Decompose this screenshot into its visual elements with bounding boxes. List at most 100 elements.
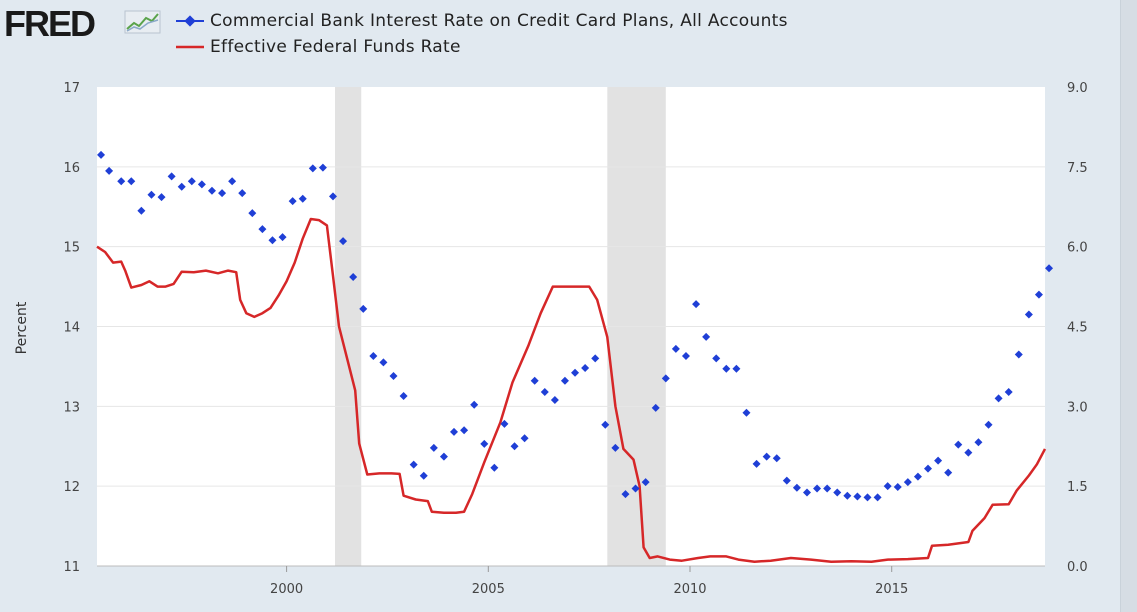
- x-tick-label: 2005: [472, 582, 505, 597]
- data-point-credit-card-rate: [1004, 387, 1013, 396]
- data-point-credit-card-rate: [671, 344, 680, 353]
- data-point-credit-card-rate: [278, 233, 287, 242]
- data-point-credit-card-rate: [399, 391, 408, 400]
- data-point-credit-card-rate: [258, 225, 267, 234]
- legend-item-credit-card-rate[interactable]: Commercial Bank Interest Rate on Credit …: [176, 8, 788, 34]
- data-point-credit-card-rate: [692, 300, 701, 309]
- data-point-credit-card-rate: [157, 193, 166, 202]
- data-point-credit-card-rate: [681, 352, 690, 361]
- data-point-credit-card-rate: [661, 374, 670, 383]
- data-point-credit-card-rate: [409, 460, 418, 469]
- y-tick-label-right: 1.5: [1067, 480, 1088, 495]
- legend: Commercial Bank Interest Rate on Credit …: [176, 8, 788, 60]
- data-point-credit-card-rate: [702, 332, 711, 341]
- data-point-credit-card-rate: [328, 192, 337, 201]
- data-point-credit-card-rate: [833, 488, 842, 497]
- data-point-credit-card-rate: [853, 492, 862, 501]
- data-point-credit-card-rate: [359, 304, 368, 313]
- legend-marker-icon: [176, 15, 204, 27]
- data-point-credit-card-rate: [802, 488, 811, 497]
- data-point-credit-card-rate: [540, 387, 549, 396]
- y-tick-label-left: 17: [63, 81, 80, 96]
- y-tick-label-right: 4.5: [1067, 321, 1088, 336]
- data-point-credit-card-rate: [893, 482, 902, 491]
- data-point-credit-card-rate: [470, 400, 479, 409]
- y-tick-label-left: 15: [63, 241, 80, 256]
- data-point-credit-card-rate: [994, 394, 1003, 403]
- legend-label-credit-card-rate: Commercial Bank Interest Rate on Credit …: [210, 11, 788, 31]
- data-point-credit-card-rate: [792, 483, 801, 492]
- data-point-credit-card-rate: [722, 364, 731, 373]
- data-point-credit-card-rate: [964, 448, 973, 457]
- data-point-credit-card-rate: [762, 452, 771, 461]
- data-point-credit-card-rate: [450, 427, 459, 436]
- data-point-credit-card-rate: [177, 182, 186, 191]
- data-point-credit-card-rate: [581, 364, 590, 373]
- data-point-credit-card-rate: [712, 354, 721, 363]
- data-point-credit-card-rate: [742, 408, 751, 417]
- data-point-credit-card-rate: [944, 468, 953, 477]
- data-point-credit-card-rate: [571, 368, 580, 377]
- data-point-credit-card-rate: [349, 273, 358, 282]
- data-point-credit-card-rate: [105, 166, 114, 175]
- data-point-credit-card-rate: [207, 186, 216, 195]
- data-point-credit-card-rate: [974, 438, 983, 447]
- data-point-credit-card-rate: [823, 484, 832, 493]
- data-point-credit-card-rate: [772, 454, 781, 463]
- data-point-credit-card-rate: [480, 439, 489, 448]
- data-point-credit-card-rate: [550, 395, 559, 404]
- data-point-credit-card-rate: [379, 358, 388, 367]
- data-point-credit-card-rate: [308, 164, 317, 173]
- data-point-credit-card-rate: [520, 434, 529, 443]
- data-point-credit-card-rate: [1024, 310, 1033, 319]
- x-tick-label: 2015: [875, 582, 908, 597]
- y-tick-label-right: 3.0: [1067, 400, 1088, 415]
- data-point-credit-card-rate: [218, 189, 227, 198]
- data-point-credit-card-rate: [873, 493, 882, 502]
- fred-logo[interactable]: FRED: [4, 3, 96, 44]
- data-point-credit-card-rate: [187, 177, 196, 186]
- data-point-credit-card-rate: [601, 420, 610, 429]
- data-point-credit-card-rate: [591, 354, 600, 363]
- legend-label-fed-funds-rate: Effective Federal Funds Rate: [210, 37, 461, 57]
- scrollbar[interactable]: [1120, 0, 1137, 612]
- data-point-credit-card-rate: [984, 420, 993, 429]
- data-point-credit-card-rate: [863, 493, 872, 502]
- data-point-credit-card-rate: [883, 482, 892, 491]
- data-point-credit-card-rate: [913, 472, 922, 481]
- y-tick-label-right: 0.0: [1067, 560, 1088, 575]
- data-point-credit-card-rate: [228, 177, 237, 186]
- data-point-credit-card-rate: [248, 209, 257, 218]
- data-point-credit-card-rate: [127, 177, 136, 186]
- x-tick-label: 2010: [673, 582, 706, 597]
- y-tick-label-left: 11: [63, 560, 80, 575]
- y-tick-label-left: 13: [63, 400, 80, 415]
- data-point-credit-card-rate: [147, 190, 156, 199]
- y-tick-label-left: 12: [63, 480, 80, 495]
- legend-item-fed-funds-rate[interactable]: Effective Federal Funds Rate: [176, 34, 788, 60]
- data-point-credit-card-rate: [1045, 264, 1054, 273]
- data-point-credit-card-rate: [611, 443, 620, 452]
- y-tick-label-right: 9.0: [1067, 81, 1088, 96]
- y-tick-label-left: 14: [63, 321, 80, 336]
- data-point-credit-card-rate: [288, 197, 297, 206]
- y-tick-label-left: 16: [63, 161, 80, 176]
- data-point-credit-card-rate: [500, 419, 509, 428]
- data-point-credit-card-rate: [117, 177, 126, 186]
- data-point-credit-card-rate: [843, 491, 852, 500]
- data-point-credit-card-rate: [439, 452, 448, 461]
- data-point-credit-card-rate: [1014, 350, 1023, 359]
- header: FRED Commercial Bank Interest Rate on Cr…: [0, 0, 1137, 80]
- data-point-credit-card-rate: [167, 172, 176, 181]
- data-point-credit-card-rate: [369, 352, 378, 361]
- data-point-credit-card-rate: [419, 471, 428, 480]
- data-point-credit-card-rate: [631, 484, 640, 493]
- series-line-fed-funds-rate: [96, 217, 1047, 563]
- data-point-credit-card-rate: [389, 371, 398, 380]
- data-point-credit-card-rate: [510, 442, 519, 451]
- data-point-credit-card-rate: [530, 376, 539, 385]
- data-point-credit-card-rate: [621, 490, 630, 499]
- y-tick-label-right: 7.5: [1067, 161, 1088, 176]
- data-point-credit-card-rate: [490, 463, 499, 472]
